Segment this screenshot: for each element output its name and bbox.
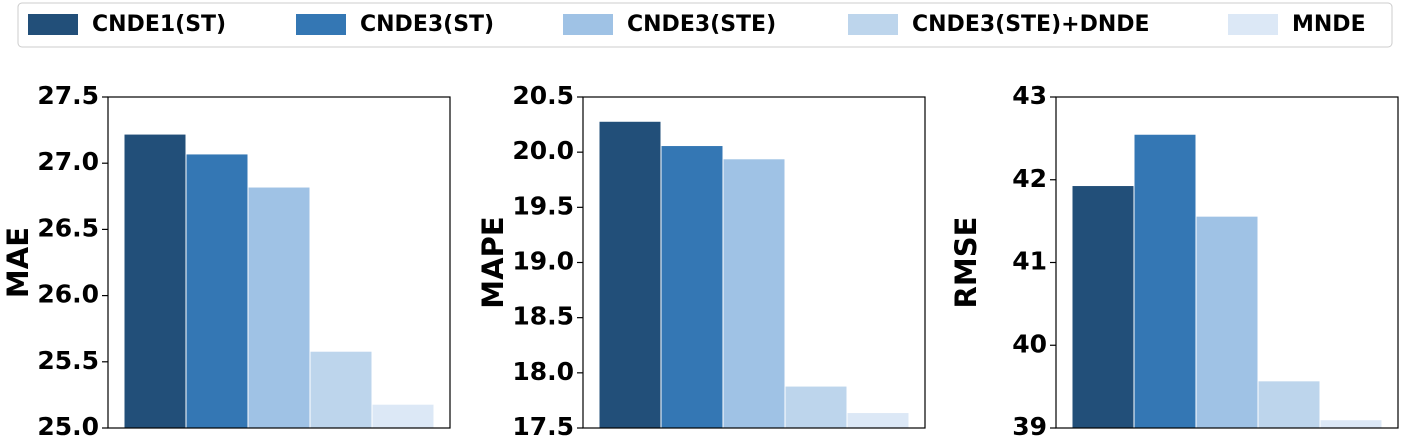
legend-frame bbox=[17, 2, 1393, 48]
y-tick-label: 18.0 bbox=[512, 357, 574, 386]
legend-swatch bbox=[848, 14, 898, 35]
axes-frame bbox=[1055, 96, 1399, 429]
y-tick-label: 25.5 bbox=[37, 346, 99, 375]
y-tick-label: 19.0 bbox=[512, 247, 574, 276]
y-tick-label: 27.5 bbox=[37, 81, 99, 110]
y-tick-label: 41 bbox=[1012, 247, 1047, 276]
y-tick-label: 39 bbox=[1012, 412, 1047, 439]
bar bbox=[1195, 215, 1259, 429]
legend-swatch bbox=[28, 14, 78, 35]
bar bbox=[247, 186, 311, 429]
y-axis-label: RMSE bbox=[949, 217, 983, 309]
bar bbox=[1319, 419, 1383, 429]
legend-label: CNDE3(ST) bbox=[360, 12, 494, 37]
bar bbox=[123, 133, 187, 429]
y-tick-label: 42 bbox=[1012, 164, 1047, 193]
bar bbox=[660, 145, 724, 429]
y-tick-label: 20.5 bbox=[512, 81, 574, 110]
legend-label: CNDE3(STE) bbox=[627, 12, 776, 37]
legend-swatch bbox=[563, 14, 613, 35]
bar bbox=[846, 412, 910, 429]
y-axis-label: MAE bbox=[1, 227, 35, 298]
legend-swatch bbox=[296, 14, 346, 35]
bar bbox=[371, 403, 435, 429]
axes-frame bbox=[582, 96, 926, 429]
bar bbox=[1257, 380, 1321, 429]
y-tick-label: 43 bbox=[1012, 81, 1047, 110]
y-tick-label: 27.0 bbox=[37, 147, 99, 176]
bar bbox=[784, 385, 848, 429]
y-tick-label: 26.0 bbox=[37, 280, 99, 309]
legend-label: CNDE3(STE)+DNDE bbox=[912, 12, 1150, 37]
y-axis-label: MAPE bbox=[476, 216, 510, 308]
legend-label: MNDE bbox=[1292, 12, 1366, 37]
bar bbox=[598, 120, 662, 429]
bar bbox=[185, 153, 249, 429]
y-tick-label: 20.0 bbox=[512, 136, 574, 165]
y-tick-label: 26.5 bbox=[37, 213, 99, 242]
y-tick-label: 18.5 bbox=[512, 302, 574, 331]
bar bbox=[722, 158, 786, 429]
bar bbox=[1133, 133, 1197, 429]
y-tick-label: 19.5 bbox=[512, 191, 574, 220]
legend-label: CNDE1(ST) bbox=[92, 12, 226, 37]
y-tick-label: 40 bbox=[1012, 329, 1047, 358]
y-tick-label: 17.5 bbox=[512, 412, 574, 439]
bar bbox=[309, 350, 373, 429]
axes-frame bbox=[107, 96, 451, 429]
y-tick-label: 25.0 bbox=[37, 412, 99, 439]
legend-swatch bbox=[1228, 14, 1278, 35]
bar bbox=[1071, 185, 1135, 429]
